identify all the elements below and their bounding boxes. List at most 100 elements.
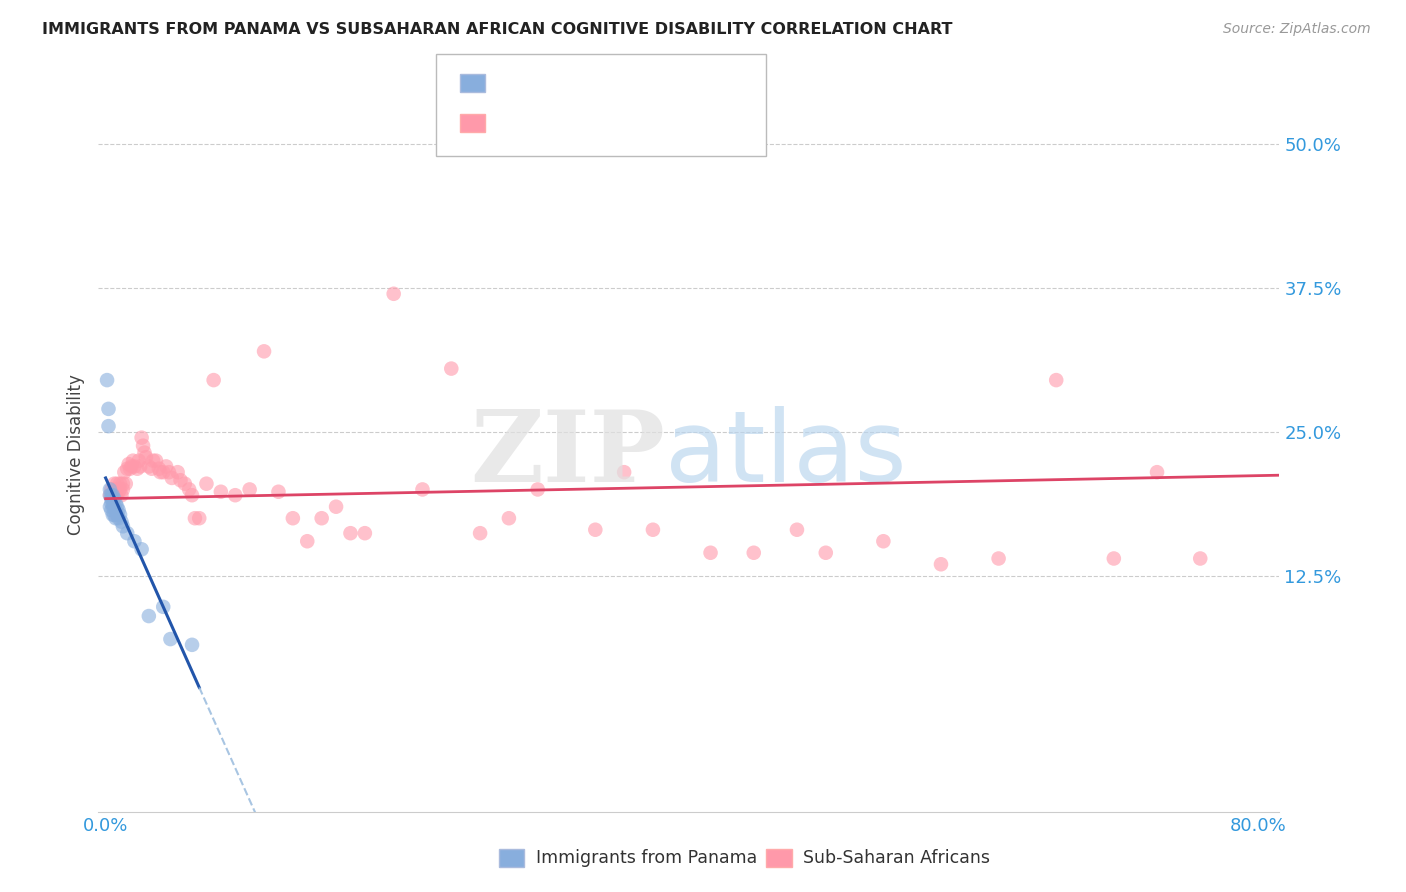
Y-axis label: Cognitive Disability: Cognitive Disability xyxy=(67,375,86,535)
Text: R =: R = xyxy=(494,74,531,92)
Point xyxy=(142,453,165,467)
Point xyxy=(97,401,120,416)
Point xyxy=(111,483,134,497)
Point xyxy=(114,476,136,491)
Point xyxy=(124,459,146,474)
Point xyxy=(131,431,153,445)
Point xyxy=(1102,551,1125,566)
Point xyxy=(145,453,167,467)
Point xyxy=(115,461,138,475)
Point xyxy=(115,526,138,541)
Point xyxy=(987,551,1010,566)
Point xyxy=(641,523,664,537)
Point xyxy=(101,500,124,514)
Point xyxy=(202,373,225,387)
Point xyxy=(111,519,134,533)
Point xyxy=(526,483,548,497)
Point xyxy=(138,459,160,474)
Point xyxy=(354,526,377,541)
Text: N =: N = xyxy=(595,74,634,92)
Point xyxy=(169,473,191,487)
Point xyxy=(103,508,125,522)
Point xyxy=(613,465,636,479)
Point xyxy=(583,523,606,537)
Point xyxy=(148,461,170,475)
Point xyxy=(699,546,721,560)
Point xyxy=(498,511,520,525)
Point xyxy=(411,483,433,497)
Point xyxy=(105,476,128,491)
Point xyxy=(101,508,124,522)
Point xyxy=(157,465,180,479)
Point xyxy=(267,484,290,499)
Point xyxy=(103,483,125,497)
Point xyxy=(111,476,134,491)
Point xyxy=(98,488,121,502)
Point xyxy=(742,546,765,560)
Text: ZIP: ZIP xyxy=(471,407,665,503)
Point xyxy=(209,484,232,499)
Point xyxy=(814,546,837,560)
Point xyxy=(339,526,361,541)
Point xyxy=(195,476,218,491)
Point xyxy=(181,638,204,652)
Point xyxy=(131,542,153,557)
Point xyxy=(166,465,188,479)
Point xyxy=(281,511,304,525)
Point xyxy=(100,488,122,502)
Point xyxy=(173,476,195,491)
Text: N =: N = xyxy=(595,114,634,132)
Point xyxy=(138,609,160,624)
Point xyxy=(97,419,120,434)
Point xyxy=(105,500,128,514)
Point xyxy=(152,599,174,614)
Point xyxy=(108,476,131,491)
Point xyxy=(110,515,132,529)
Point xyxy=(382,286,405,301)
Point xyxy=(786,523,808,537)
Point xyxy=(98,488,121,502)
Text: IMMIGRANTS FROM PANAMA VS SUBSAHARAN AFRICAN COGNITIVE DISABILITY CORRELATION CH: IMMIGRANTS FROM PANAMA VS SUBSAHARAN AFR… xyxy=(42,22,953,37)
Point xyxy=(188,511,211,525)
Point xyxy=(96,373,118,387)
Point xyxy=(103,491,125,506)
Point xyxy=(100,483,122,497)
Point xyxy=(124,534,146,549)
Text: R =: R = xyxy=(494,114,531,132)
Point xyxy=(103,476,125,491)
Text: -0.148: -0.148 xyxy=(527,74,589,92)
Text: 79: 79 xyxy=(630,114,654,132)
Point xyxy=(104,488,127,502)
Point xyxy=(103,500,125,514)
Point xyxy=(239,483,262,497)
Text: atlas: atlas xyxy=(665,407,907,503)
Point xyxy=(101,488,124,502)
Point xyxy=(101,488,124,502)
Point xyxy=(311,511,333,525)
Point xyxy=(872,534,894,549)
Point xyxy=(108,508,131,522)
Point xyxy=(184,511,207,525)
Point xyxy=(118,457,141,471)
Point xyxy=(224,488,246,502)
Point xyxy=(128,453,150,467)
Point xyxy=(110,488,132,502)
Text: 0.038: 0.038 xyxy=(527,114,582,132)
Point xyxy=(120,461,142,475)
Point xyxy=(129,459,152,474)
Point xyxy=(121,459,143,474)
Point xyxy=(98,483,121,497)
Point xyxy=(297,534,319,549)
Point xyxy=(104,496,127,510)
Point xyxy=(107,511,129,525)
Point xyxy=(107,484,129,499)
Point xyxy=(1146,465,1168,479)
Point xyxy=(122,453,145,467)
Point xyxy=(253,344,276,359)
Point xyxy=(108,483,131,497)
Point xyxy=(104,503,127,517)
Point xyxy=(132,439,155,453)
Point xyxy=(1189,551,1212,566)
Point xyxy=(107,503,129,517)
Point xyxy=(127,461,149,475)
